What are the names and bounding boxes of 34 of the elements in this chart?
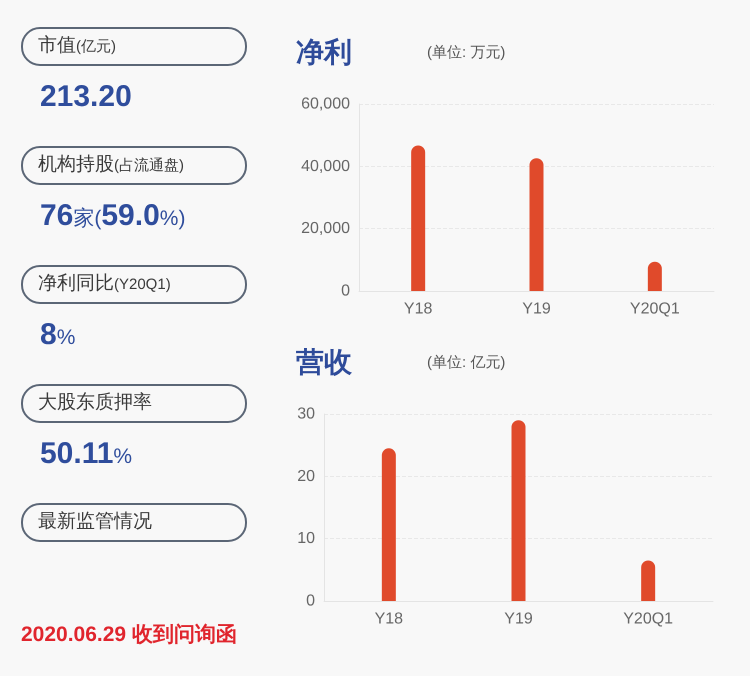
y-tick-label: 10: [297, 530, 316, 548]
y-tick-label: 40,000: [301, 158, 350, 175]
x-tick-label: Y19: [522, 300, 551, 318]
bar: [411, 145, 426, 291]
bar: [641, 560, 656, 601]
y-tick-label: 0: [306, 592, 316, 610]
text: 最新监管情况: [38, 511, 152, 532]
x-tick-label: Y18: [374, 610, 404, 628]
text: 213.20: [40, 80, 132, 113]
y-tick-label: 30: [297, 406, 316, 422]
y-tick-label: 60,000: [301, 96, 350, 112]
text: 8%: [40, 318, 76, 351]
text: 净利同比(Y20Q1): [38, 273, 171, 294]
x-tick-label: Y20Q1: [630, 300, 680, 318]
bar: [512, 420, 526, 601]
text: 市值(亿元): [38, 35, 116, 56]
y-tick-label: 20,000: [301, 220, 350, 238]
chart-subtitle: (单位: 万元): [427, 44, 506, 61]
y-tick-label: 20: [297, 468, 316, 485]
x-tick-label: Y19: [504, 610, 533, 628]
text: 2020.06.29 收到问询函: [21, 623, 237, 646]
chart-subtitle: (单位: 亿元): [427, 354, 506, 371]
chart-title: 营收: [295, 346, 353, 378]
chart-title: 净利: [296, 36, 352, 68]
text: 50.11%: [40, 437, 132, 470]
bar: [648, 262, 662, 291]
x-tick-label: Y18: [404, 300, 433, 318]
bar: [382, 448, 396, 601]
text: 机构持股(占流通盘): [38, 154, 184, 175]
bar: [530, 158, 544, 291]
text: 大股东质押率: [38, 392, 152, 413]
text: 76家(59.0%): [40, 199, 186, 232]
y-tick-label: 0: [341, 282, 350, 300]
x-tick-label: Y20Q1: [623, 610, 674, 628]
